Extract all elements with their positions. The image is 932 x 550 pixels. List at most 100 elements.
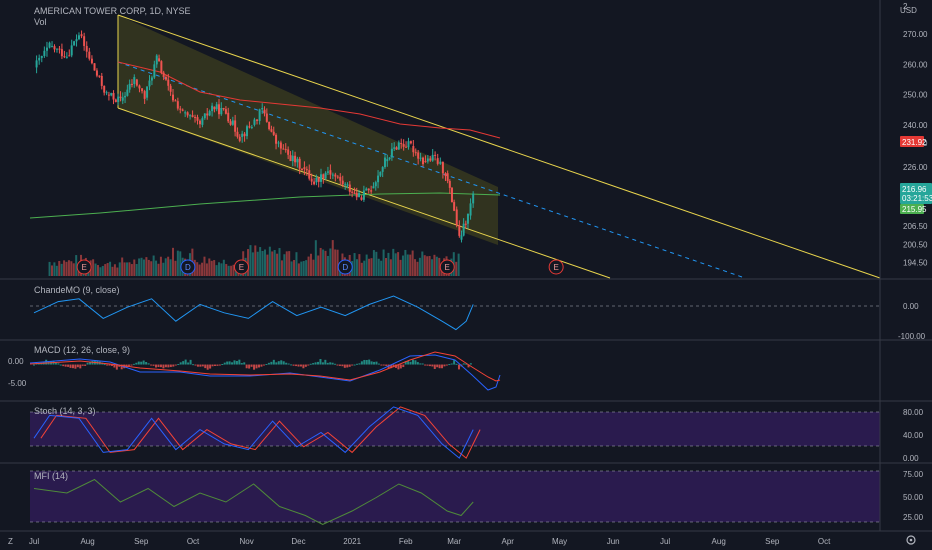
macd-histogram-bar — [348, 364, 351, 367]
volume-bar — [222, 259, 225, 276]
volume-bar — [201, 262, 204, 276]
macd-histogram-bar — [411, 359, 414, 365]
mfi-title: MFI (14) — [34, 471, 68, 481]
macd-pane[interactable] — [29, 351, 501, 391]
macd-histogram-bar — [360, 361, 363, 365]
stoch-k-line — [33, 406, 474, 459]
macd-histogram-bar — [304, 364, 307, 367]
volume-bar — [392, 248, 395, 276]
candle-body — [206, 113, 209, 116]
macd-histogram-bar — [438, 364, 441, 369]
event-marker-d-icon[interactable] — [180, 259, 196, 275]
macd-histogram-bar — [467, 364, 470, 368]
volume-bar — [113, 264, 116, 276]
volume-bar — [152, 255, 155, 276]
volume-bar — [363, 260, 366, 276]
macd-histogram-bar — [245, 364, 248, 369]
event-marker-e-icon[interactable] — [233, 259, 249, 275]
volume-bar — [203, 256, 206, 276]
macd-histogram-bar — [221, 363, 224, 365]
candle-body — [261, 108, 264, 110]
macd-histogram-bar — [321, 362, 324, 365]
candle-body — [43, 50, 46, 56]
macd-histogram-bar — [71, 364, 74, 369]
macd-histogram-bar — [277, 361, 280, 365]
candle-body — [439, 161, 442, 164]
candle-body — [405, 146, 408, 148]
macd-histogram-bar — [260, 364, 263, 367]
volume-bar — [426, 256, 429, 276]
volume-label: Vol — [34, 17, 47, 27]
volume-bar — [58, 260, 61, 276]
macd-histogram-bar — [297, 364, 300, 367]
candle-body — [38, 57, 41, 61]
event-marker-e-icon[interactable] — [76, 259, 92, 275]
candle-body — [73, 41, 76, 46]
macd-histogram-bar — [445, 364, 448, 366]
stoch-tick-80: 80.00 — [903, 408, 924, 417]
volume-bar — [63, 260, 66, 276]
time-axis[interactable]: Jul Aug Sep Oct Nov Dec 2021 Feb Mar Apr May Jun Jul… — [29, 537, 831, 546]
event-marker-e-icon[interactable] — [439, 259, 455, 275]
macd-histogram-bar — [128, 364, 131, 366]
macd-histogram-bar — [250, 364, 253, 367]
candle-body — [135, 79, 138, 86]
candle-body — [310, 178, 313, 182]
volume-bar — [210, 260, 213, 276]
volume-bar — [290, 261, 293, 276]
volume-bar — [411, 250, 414, 276]
event-marker-d-icon[interactable] — [337, 259, 353, 275]
timezone-icon[interactable]: Z — [8, 537, 13, 546]
candle-body — [181, 109, 184, 111]
volume-bar — [198, 264, 201, 276]
channel-upper-border[interactable] — [117, 14, 881, 279]
event-marker-e-icon[interactable] — [548, 259, 564, 275]
candle-body — [322, 174, 325, 179]
candle-body — [220, 108, 223, 115]
candle-body — [379, 171, 382, 176]
macd-histogram-bar — [213, 364, 216, 367]
volume-bar — [375, 251, 378, 276]
candle-body — [143, 91, 146, 99]
macd-histogram-bar — [74, 364, 77, 369]
candle-body — [138, 85, 141, 89]
price-axis[interactable]: USD 2 270.00260.00250.00240.00234.00226.… — [900, 2, 932, 267]
macd-histogram-bar — [255, 364, 258, 369]
candle-body — [128, 83, 131, 90]
candle-body — [201, 118, 204, 125]
candle-body — [95, 70, 98, 76]
candle-body — [395, 147, 398, 150]
candle-body — [238, 136, 241, 141]
candle-body — [179, 108, 182, 110]
settings-gear-icon[interactable] — [906, 535, 916, 545]
candle-body — [155, 55, 158, 65]
candle-body — [393, 147, 396, 149]
volume-bar — [101, 265, 104, 276]
volume-bar — [232, 264, 235, 276]
volume-bar — [280, 260, 283, 276]
macd-histogram-bar — [421, 363, 424, 365]
mfi-pane[interactable] — [30, 470, 880, 526]
mfi-tick-50: 50.00 — [903, 493, 924, 502]
stoch-pane[interactable] — [30, 406, 880, 459]
mfi-band — [30, 471, 880, 522]
macd-histogram-bar — [377, 363, 380, 365]
candle-body — [270, 129, 273, 132]
macd-histogram-bar — [145, 361, 148, 365]
macd-histogram-bar — [295, 364, 298, 367]
channel-midline[interactable] — [117, 61, 746, 279]
candle-body — [317, 177, 320, 182]
candle-body — [424, 161, 427, 163]
candle-body — [386, 159, 389, 162]
time-tick-label: Aug — [712, 537, 726, 546]
macd-histogram-bar — [382, 364, 385, 366]
cmo-pane[interactable] — [30, 295, 880, 331]
volume-bar — [394, 253, 397, 276]
macd-histogram-bar — [199, 364, 202, 367]
volume-bar — [230, 265, 233, 276]
macd-histogram-bar — [240, 363, 243, 365]
volume-bar — [75, 255, 78, 276]
volume-bar — [251, 252, 254, 276]
candle-body — [417, 152, 420, 159]
